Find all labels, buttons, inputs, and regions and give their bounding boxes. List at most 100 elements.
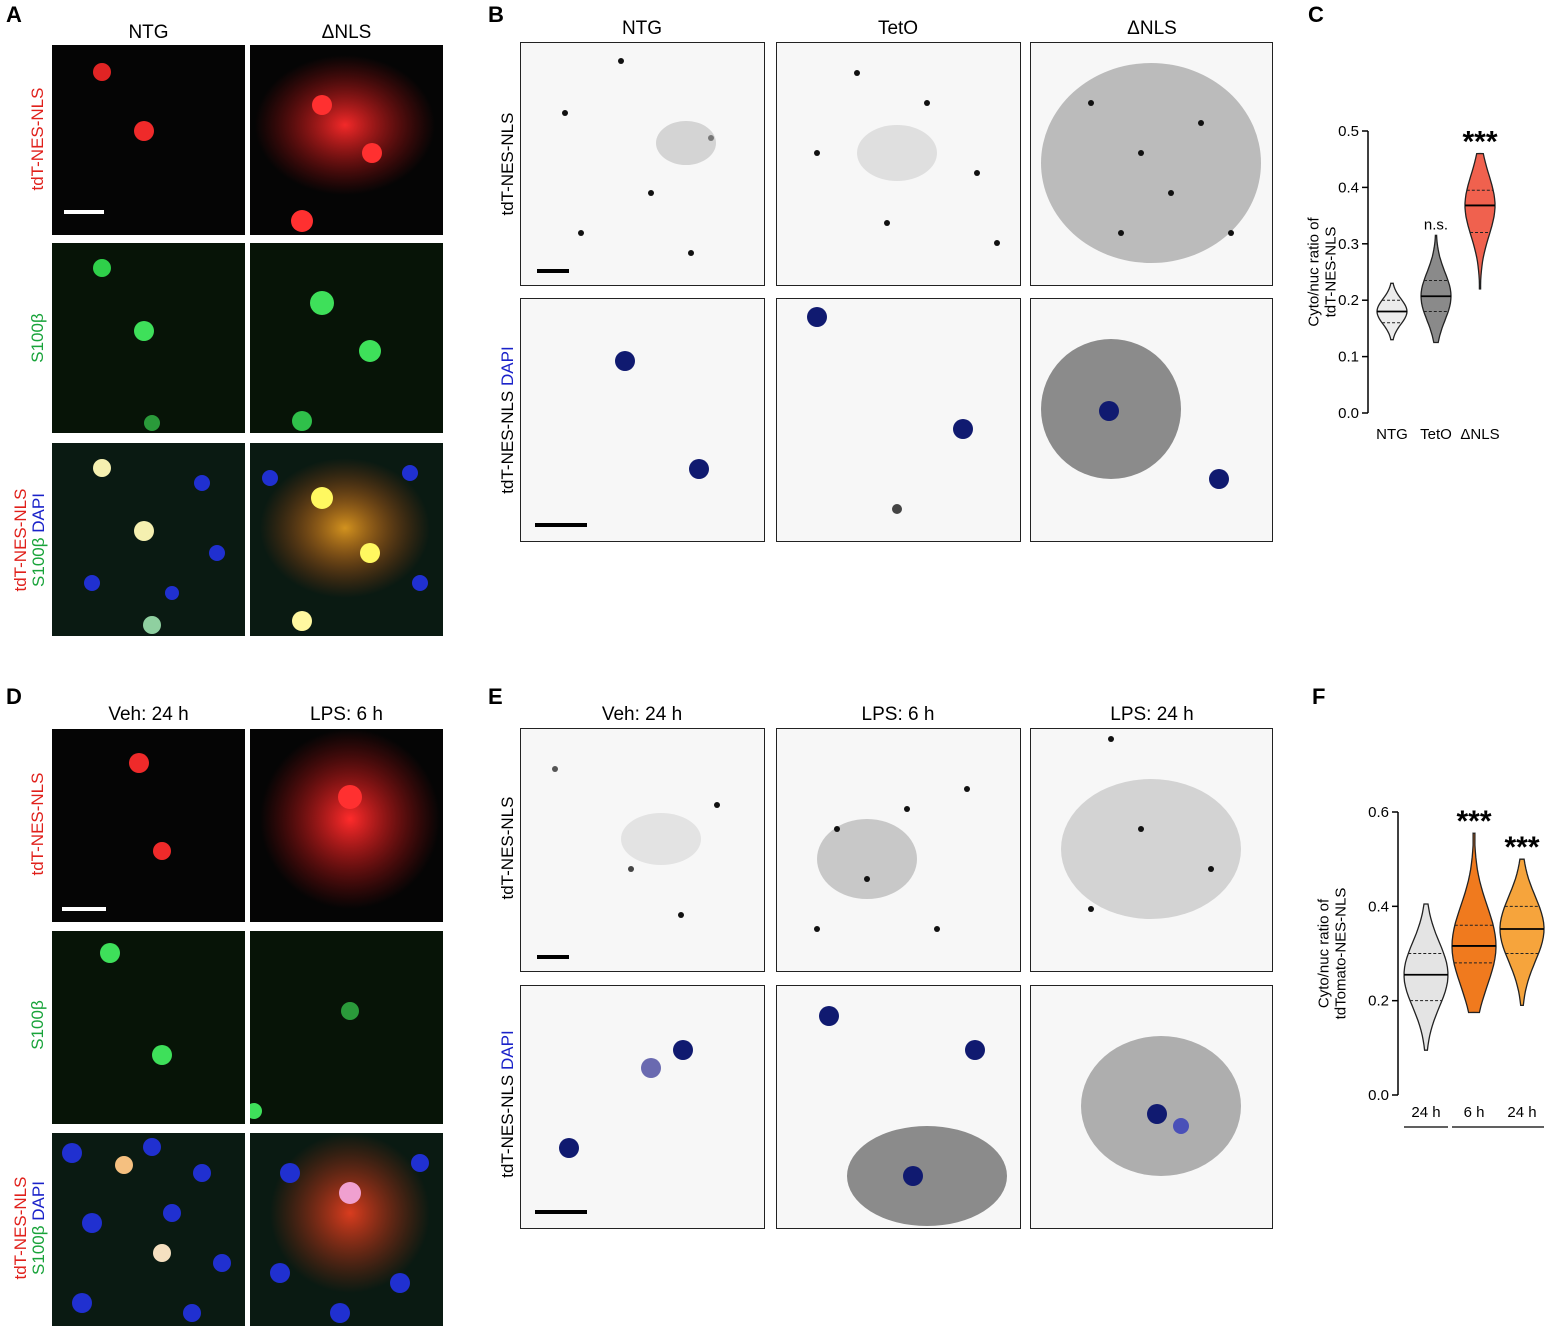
panel-d-col-lps: LPS: 6 h (310, 704, 383, 725)
significance-label: *** (1462, 126, 1497, 159)
y-tick-label: 0.6 (1368, 804, 1389, 821)
panel-label-f: F (1312, 684, 1326, 709)
micrograph (559, 1040, 693, 1158)
panel-a-col-dnls: ΔNLS (321, 22, 372, 43)
violin-2 (1464, 152, 1496, 290)
panel-d-img-veh-merge (52, 1133, 245, 1326)
x-tick-label: TetO (1420, 426, 1452, 443)
y-tick-label: 0.4 (1368, 898, 1389, 915)
panel-e-img-lps6-bottom (776, 985, 1021, 1229)
panel-d-img-veh-tdt (52, 729, 245, 922)
micrograph (250, 1002, 359, 1119)
panel-e-img-lps24-bottom (1030, 985, 1273, 1229)
panel-b-row-label-1: tdT-NES-NLS (498, 112, 517, 216)
panel-d-row-label-merge: tdT-NES-NLS S100β DAPI (11, 1176, 48, 1280)
panel-a-img-dnls-s100b (250, 243, 443, 433)
scale-bar (537, 269, 569, 273)
scale-bar (535, 1210, 587, 1214)
y-tick-label: 0.0 (1338, 405, 1359, 422)
x-tick-label: ΔNLS (1460, 426, 1499, 443)
y-tick-label: 0.2 (1338, 292, 1359, 309)
panel-b-img-dnls-top (1030, 42, 1273, 286)
panel-d-img-lps-merge (250, 1133, 443, 1326)
panel-a-row-label-tdt: tdT-NES-NLS (28, 87, 47, 191)
violin-1 (1420, 234, 1452, 344)
scale-bar (62, 907, 106, 911)
y-tick-label: 0.3 (1338, 236, 1359, 253)
micrograph (255, 55, 435, 232)
x-tick-label: NTG (1376, 426, 1408, 443)
micrograph (84, 459, 225, 634)
panel-d-img-lps-tdt (250, 729, 443, 922)
panel-a-img-ntg-tdt (52, 45, 245, 235)
panel-label-a: A (6, 2, 22, 27)
panel-label-b: B (488, 2, 504, 27)
micrograph (1041, 339, 1229, 489)
significance-label: *** (1456, 805, 1491, 838)
panel-d-row-label-tdt: tdT-NES-NLS (28, 772, 47, 876)
panel-c-violin-chart: 0.0 0.1 0.2 0.3 0.4 0.5 Cyto/nuc ratio of tdT-N… (1306, 123, 1500, 443)
panel-e-row-label-2: tdT-NES-NLS DAPI (498, 1030, 517, 1178)
panel-label-d: D (6, 684, 22, 709)
panel-e-col-lps6: LPS: 6 h (861, 704, 935, 725)
y-axis-label: Cyto/nuc ratio of tdT-NES-NLS (1306, 217, 1340, 327)
violin-2 (1499, 858, 1545, 1007)
panel-e-img-veh-top (520, 728, 765, 972)
panel-a-img-dnls-tdt (250, 45, 443, 235)
panel-label-c: C (1308, 2, 1324, 27)
panel-d-img-veh-s100b (52, 931, 245, 1124)
panel-a-img-ntg-merge (52, 443, 245, 636)
panel-b-img-ntg-top (520, 42, 765, 286)
y-tick-label: 0.2 (1368, 993, 1389, 1010)
micrograph (1081, 1036, 1241, 1176)
y-axis-label-line: tdTomato-NES-NLS (1333, 888, 1350, 1020)
panel-a-row-label-merge: tdT-NES-NLS S100β DAPI (11, 488, 48, 592)
y-axis-label-line: tdT-NES-NLS (1323, 227, 1340, 318)
violin-1 (1451, 832, 1497, 1014)
micrograph (260, 729, 440, 909)
x-tick-label: 24 h (1411, 1104, 1440, 1121)
panel-b-col-teto: TetO (877, 18, 919, 39)
micrograph (260, 458, 430, 631)
panel-b-img-teto-top (776, 42, 1021, 286)
panel-e-img-veh-bottom (520, 985, 765, 1229)
y-axis-label-line: Cyto/nuc ratio of (1316, 898, 1333, 1008)
y-axis-label: Cyto/nuc ratio of tdTomato-NES-NLS (1316, 888, 1350, 1020)
micrograph (100, 943, 172, 1065)
panel-d-img-lps-s100b (250, 931, 443, 1124)
significance-label: *** (1504, 831, 1539, 864)
micrograph (270, 1133, 430, 1323)
panel-e-img-lps24-top (1030, 728, 1273, 972)
scale-bar (535, 523, 587, 527)
panel-d-row-label-s100b: S100β (28, 1000, 47, 1050)
micrograph (1041, 63, 1261, 263)
y-tick-label: 0.0 (1368, 1087, 1389, 1104)
micrograph (819, 1006, 1007, 1226)
panel-a-img-dnls-merge (250, 443, 443, 636)
x-tick-label: 24 h (1507, 1104, 1536, 1121)
panel-b-col-dnls: ΔNLS (1127, 18, 1177, 39)
x-tick-label: 6 h (1464, 1104, 1485, 1121)
panel-e-col-veh: Veh: 24 h (601, 704, 683, 725)
panel-a-img-ntg-s100b (52, 243, 245, 433)
micrograph (552, 766, 720, 918)
scale-bar (537, 955, 569, 959)
significance-label: n.s. (1424, 216, 1448, 233)
panel-d-col-veh: Veh: 24 h (108, 704, 189, 725)
panel-b-img-teto-bottom (776, 298, 1021, 542)
micrograph (807, 307, 973, 514)
micrograph (562, 58, 716, 256)
panel-a-row-label-s100b: S100β (28, 313, 47, 363)
panel-e-row-label-1: tdT-NES-NLS (498, 796, 517, 900)
micrograph (93, 63, 154, 141)
y-tick-label: 0.5 (1338, 123, 1359, 140)
micrograph (129, 753, 171, 860)
panel-b-col-ntg: NTG (621, 18, 663, 39)
y-tick-label: 0.4 (1338, 179, 1359, 196)
violin-0 (1403, 903, 1449, 1051)
panel-e-img-lps6-top (776, 728, 1021, 972)
panel-b-row-label-2: tdT-NES-NLS DAPI (498, 346, 517, 494)
panel-e-col-lps24: LPS: 24 h (1110, 704, 1194, 725)
micrograph (62, 1138, 231, 1322)
scale-bar (64, 210, 104, 214)
